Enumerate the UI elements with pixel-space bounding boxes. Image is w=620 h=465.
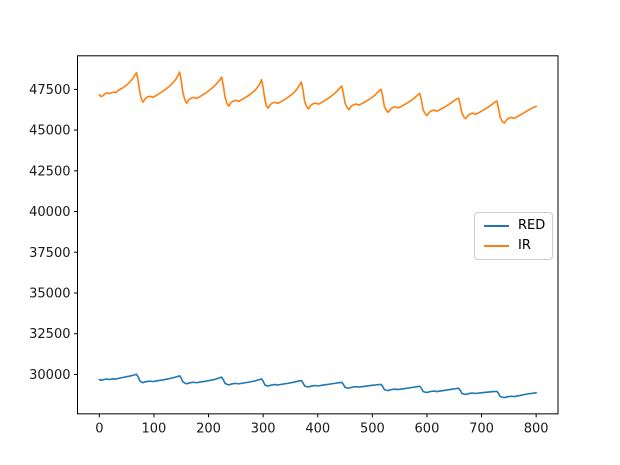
series-line-ir [98, 71, 537, 124]
x-tick-label: 700 [469, 421, 494, 436]
y-tick-label: 30000 [29, 368, 70, 383]
x-tick-label: 500 [360, 421, 385, 436]
x-tick-label: 200 [196, 421, 221, 436]
red-line-sample-icon [484, 225, 509, 227]
x-tick-label: 0 [95, 421, 103, 436]
x-tick-label: 800 [524, 421, 549, 436]
legend-item-ir: IR [484, 238, 544, 254]
legend: RED IR [474, 212, 553, 260]
y-tick-label: 40000 [29, 205, 70, 220]
y-tick-label: 35000 [29, 286, 70, 301]
legend-label-red: RED [518, 218, 546, 233]
x-tick-label: 400 [305, 421, 330, 436]
y-tick-label: 37500 [29, 246, 70, 261]
y-tick-label: 47500 [29, 83, 70, 98]
y-tick-label: 42500 [29, 164, 70, 179]
legend-label-ir: IR [518, 238, 531, 253]
x-tick-label: 300 [251, 421, 276, 436]
series-line-red [98, 373, 537, 399]
ir-line-sample-icon [484, 245, 509, 247]
axes-spines [77, 55, 559, 415]
x-tick-label: 600 [415, 421, 440, 436]
y-tick-label: 32500 [29, 327, 70, 342]
y-tick-label: 45000 [29, 124, 70, 139]
x-tick-label: 100 [142, 421, 167, 436]
legend-item-red: RED [484, 218, 546, 234]
